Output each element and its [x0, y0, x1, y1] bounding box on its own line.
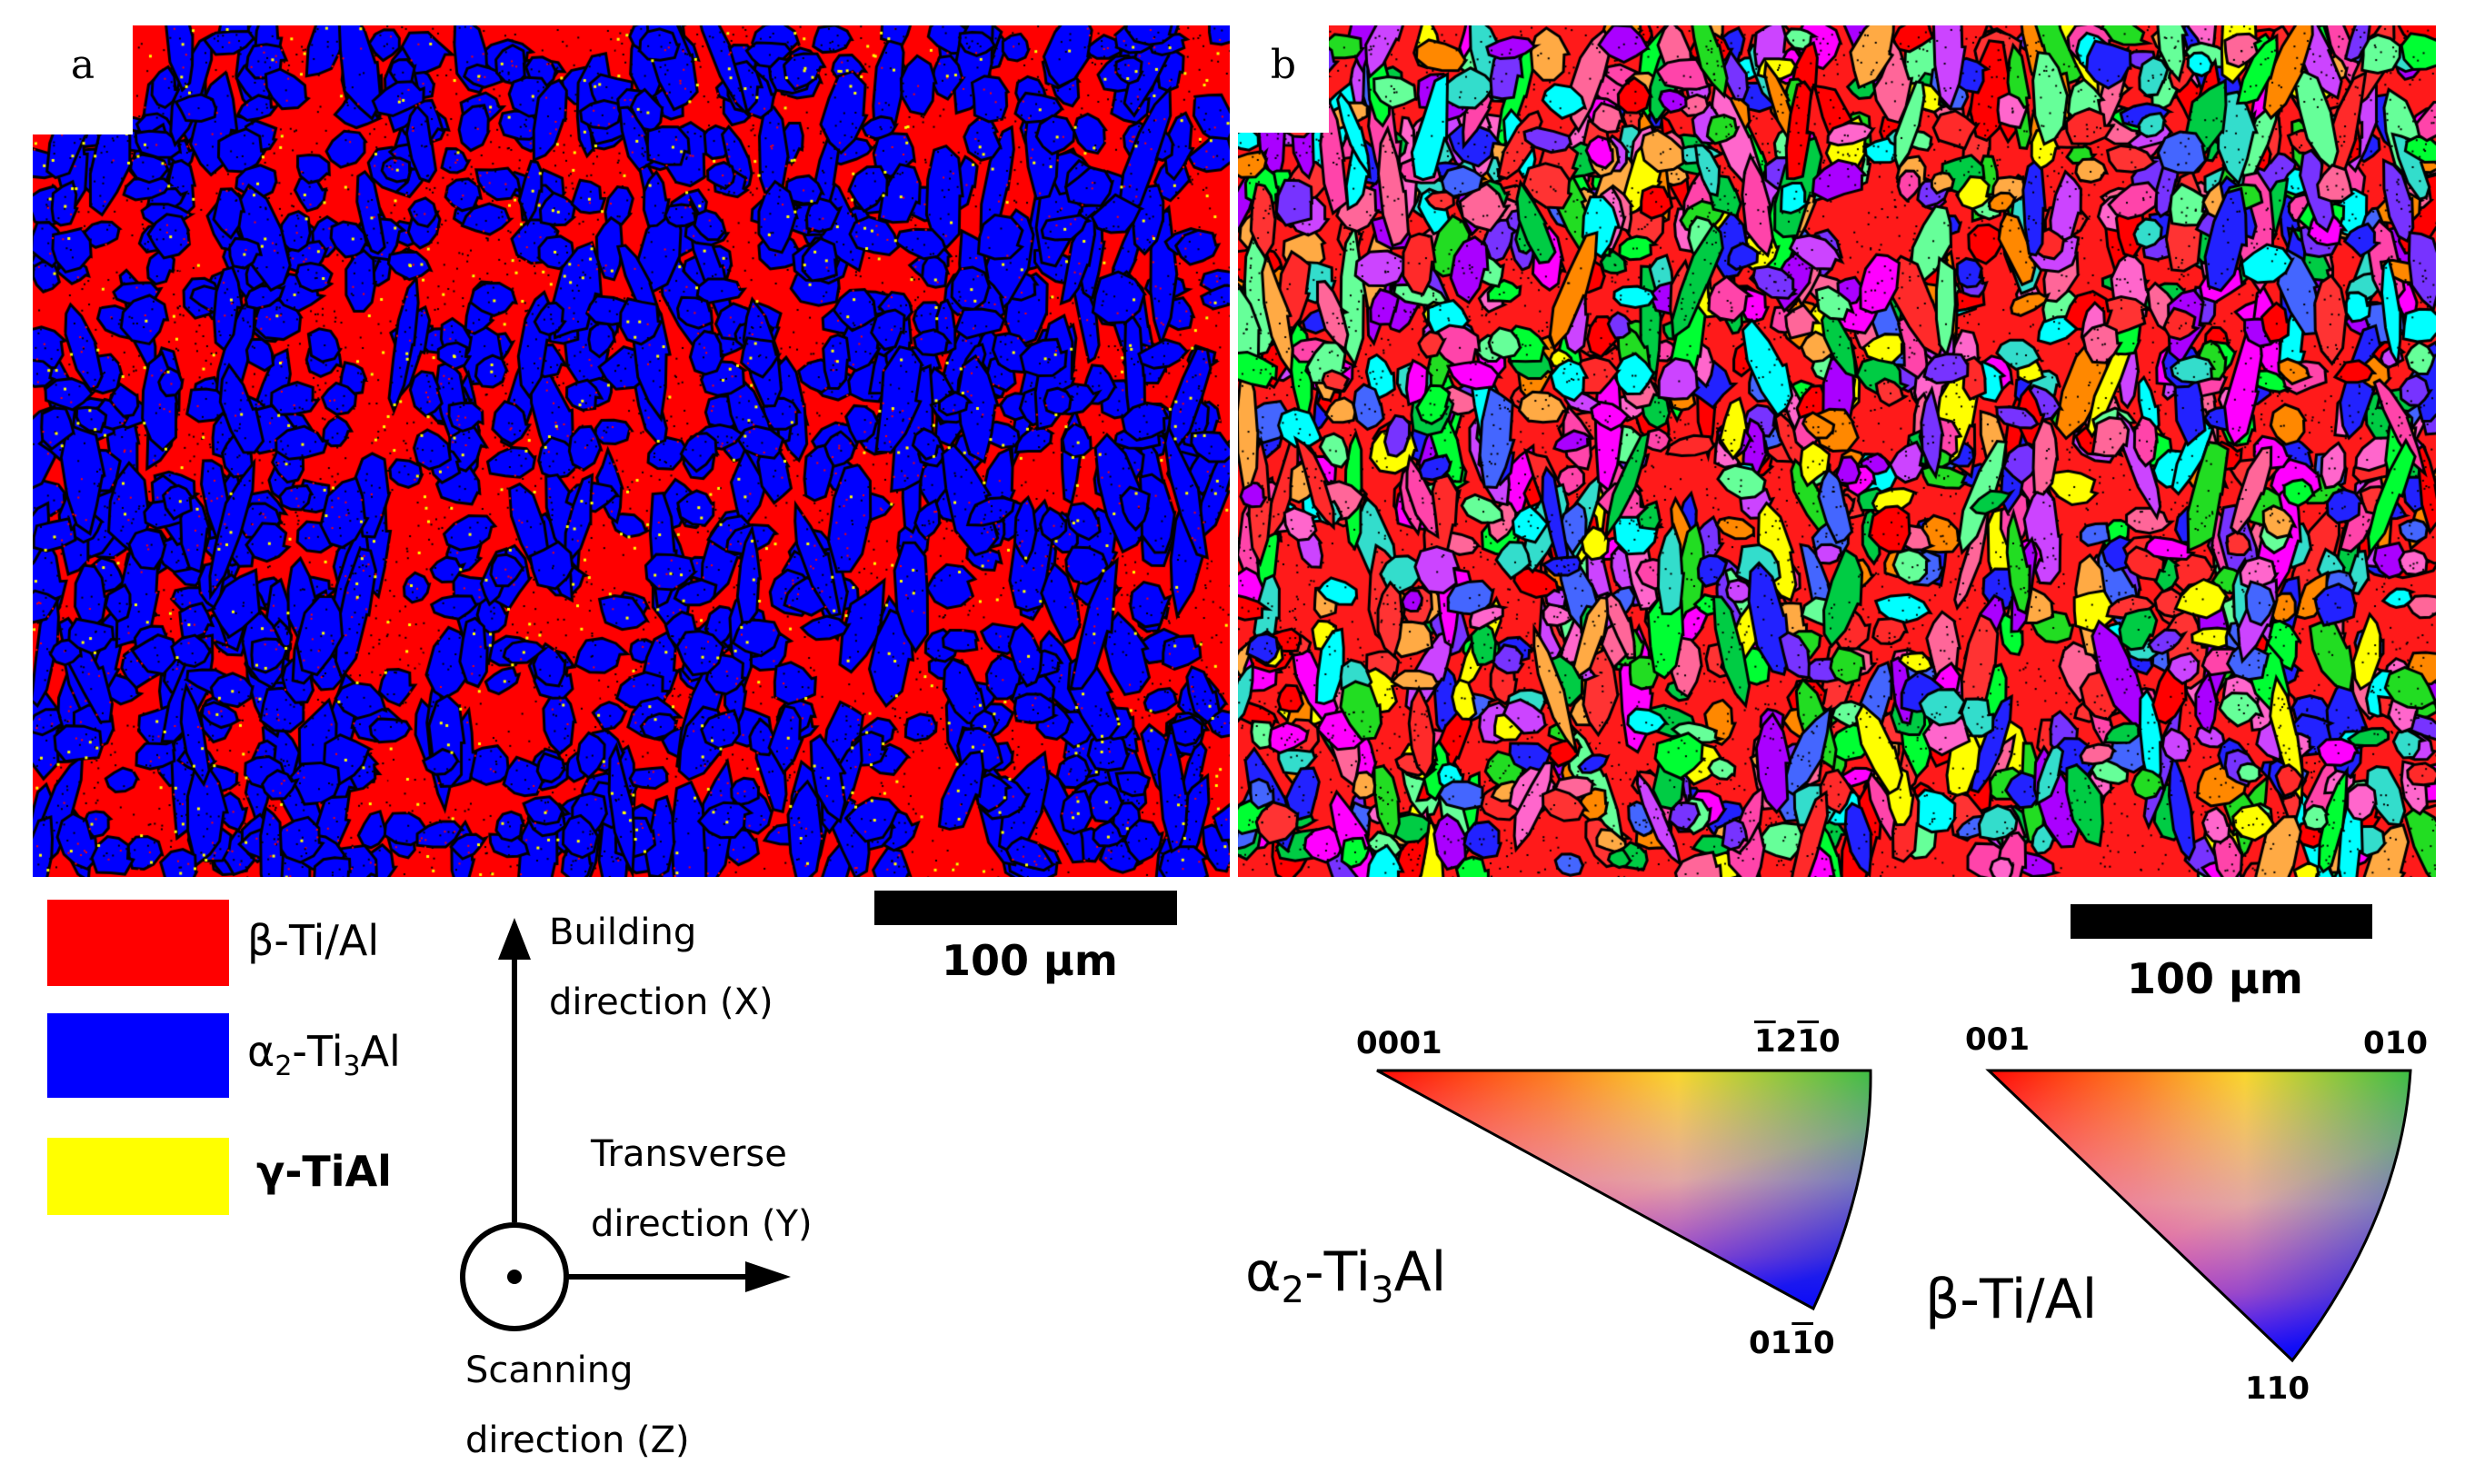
scale-bar-a: [874, 891, 1177, 925]
scanning-direction-dot: [507, 1270, 522, 1284]
ipf-beta-title: β-Ti/Al: [1925, 1268, 2098, 1331]
panel-a-label: a: [33, 25, 133, 134]
ipf-alpha-title: α2-Ti3Al: [1245, 1240, 1447, 1311]
scanning-direction-label: Scanning direction (Z): [465, 1350, 690, 1461]
scale-bar-b: [2071, 904, 2372, 939]
legend-label-beta: β-Ti/Al: [247, 916, 380, 965]
legend-swatch-alpha2: [47, 1013, 229, 1098]
ipf-beta-corner-001: 001: [1965, 1021, 2030, 1058]
transverse-direction-arrowhead: [745, 1261, 791, 1292]
ipf-triangle-alpha-outline: [1376, 1069, 1872, 1311]
ipf-alpha-corner-1210: 1210: [1754, 1023, 1841, 1060]
legend-label-alpha2: α2-Ti3Al: [247, 1027, 401, 1083]
legend-label-gamma: γ-TiAl: [256, 1147, 392, 1196]
scale-bar-b-label: 100 µm: [2127, 954, 2303, 1003]
phase-map-image: [33, 25, 1230, 877]
scanning-direction-circle: [460, 1222, 569, 1331]
ipf-alpha-corner-0110: 0110: [1749, 1325, 1835, 1361]
panel-b-label: b: [1238, 25, 1329, 133]
ipf-beta-corner-110: 110: [2245, 1370, 2310, 1407]
ipf-triangle-alpha: [1377, 1071, 1871, 1309]
orientation-map-image: [1238, 25, 2436, 877]
building-direction-arrowhead: [498, 918, 531, 960]
legend-swatch-gamma: [47, 1138, 229, 1215]
ipf-beta-corner-010: 010: [2363, 1025, 2428, 1061]
scale-bar-a-label: 100 µm: [942, 936, 1118, 985]
legend-swatch-beta: [47, 900, 229, 986]
transverse-direction-label: Transverse direction (Y): [591, 1133, 813, 1245]
ipf-alpha-corner-0001: 0001: [1356, 1025, 1442, 1061]
building-direction-label: Building direction (X): [549, 911, 773, 1023]
ipf-triangle-beta-outline: [1985, 1069, 2412, 1363]
